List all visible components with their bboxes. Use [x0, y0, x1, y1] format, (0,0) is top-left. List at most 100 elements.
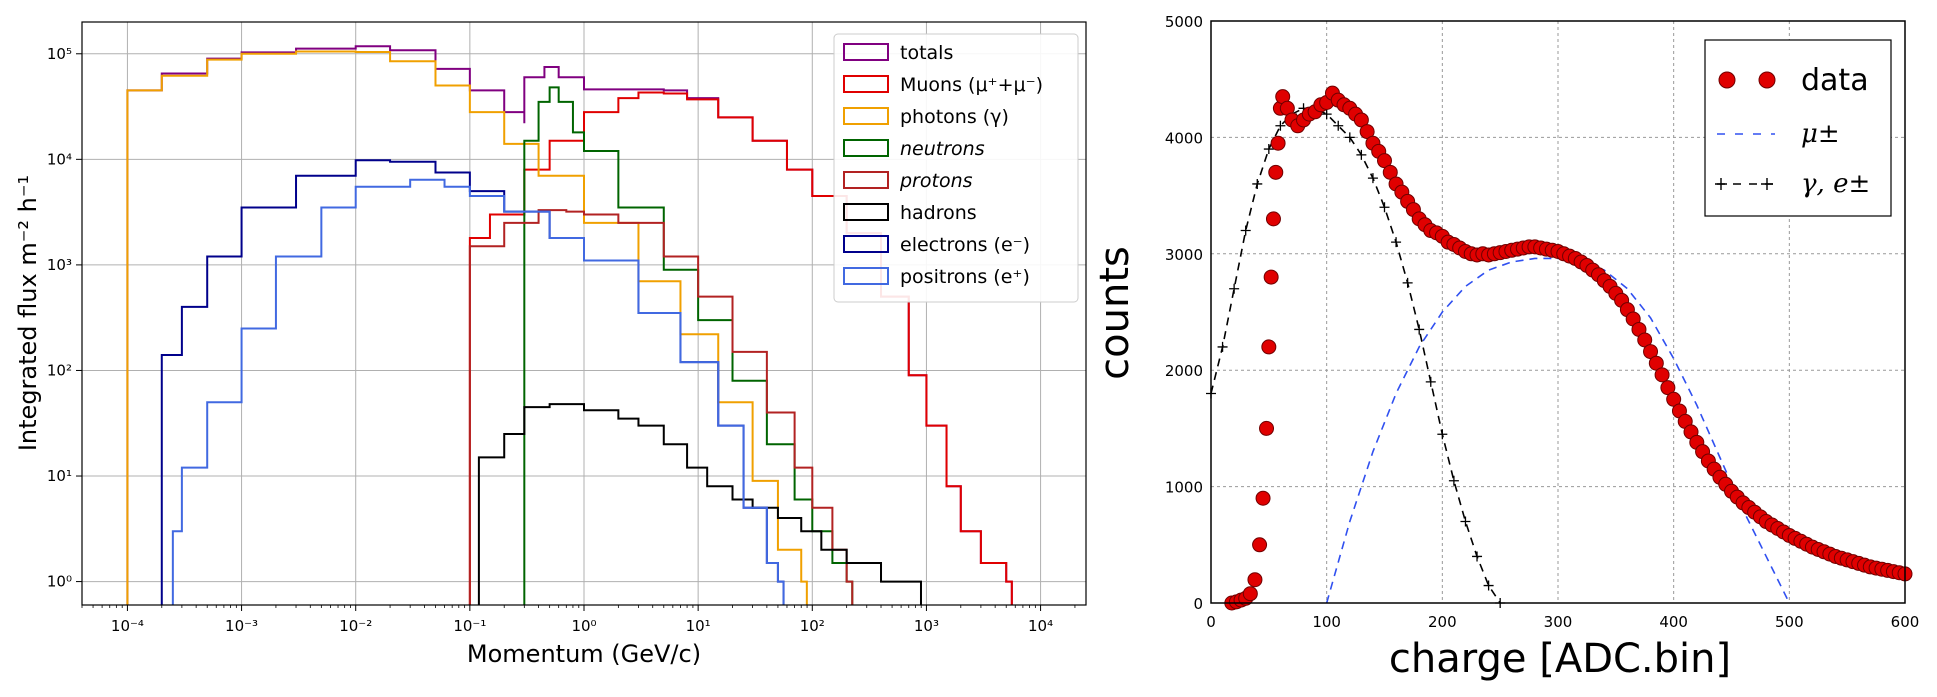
left-y-tick-label: 10¹ [47, 467, 72, 485]
right-legend-gamma-marker [1715, 178, 1727, 190]
right-gamma-marker [1252, 178, 1263, 189]
left-series-line-2 [126, 50, 808, 605]
right-data-point [1252, 537, 1268, 553]
right-legend-data-marker [1758, 71, 1776, 89]
left-x-tick-label: 10⁻¹ [453, 617, 486, 635]
left-x-axis-label: Momentum (GeV/c) [467, 640, 701, 668]
right-y-tick-label: 1000 [1165, 479, 1203, 497]
left-legend-label: electrons (e⁻) [900, 234, 1030, 256]
left-legend-label: protons [899, 170, 973, 192]
right-data-point [1255, 490, 1271, 506]
right-legend-label: μ± [1801, 119, 1840, 149]
right-gamma-fit-line [1210, 107, 1501, 604]
right-x-tick-label: 0 [1206, 613, 1216, 631]
right-x-tick-label: 500 [1775, 613, 1804, 631]
left-series-line-1 [468, 91, 1013, 605]
left-legend-label: totals [900, 42, 953, 64]
right-y-tick-label: 5000 [1165, 13, 1203, 31]
left-legend-swatch [843, 267, 889, 285]
left-legend-swatch [843, 107, 889, 125]
left-series-line-7 [171, 178, 785, 605]
right-data-point [1268, 164, 1284, 180]
right-x-tick-label: 600 [1891, 613, 1920, 631]
right-x-axis-label: charge [ADC.bin] [1389, 636, 1731, 682]
left-y-tick-label: 10⁴ [47, 150, 72, 168]
left-legend-swatch [843, 139, 889, 157]
left-legend: totals Muons (μ⁺+μ⁻) photons (γ) neutrons pr… [833, 33, 1079, 303]
right-x-tick-label: 100 [1312, 613, 1341, 631]
left-y-tick-label: 10⁵ [47, 45, 72, 63]
right-series-group [1206, 85, 1913, 611]
right-gamma-marker [1356, 149, 1367, 160]
right-data-point [1265, 211, 1281, 227]
right-data-point [1242, 586, 1258, 602]
right-data-point [1270, 135, 1286, 151]
right-y-tick-label: 4000 [1165, 129, 1203, 147]
right-gamma-marker [1275, 120, 1286, 131]
right-x-tick-label: 300 [1544, 613, 1573, 631]
left-series-line-5 [477, 403, 922, 605]
left-x-tick-label: 10³ [914, 617, 939, 635]
left-legend-label: Muons (μ⁺+μ⁻) [900, 74, 1043, 96]
right-gamma-marker [1344, 132, 1355, 143]
right-legend-label: data [1801, 63, 1869, 98]
right-data-point [1263, 269, 1279, 285]
right-legend-data-marker [1718, 71, 1736, 89]
left-y-axis-label: Integrated flux m⁻² h⁻¹ [14, 175, 42, 451]
left-legend-label: positrons (e⁺) [900, 266, 1030, 288]
right-gamma-marker [1321, 109, 1332, 120]
left-y-tick-label: 10⁰ [47, 573, 72, 591]
right-gamma-marker [1229, 283, 1240, 294]
left-y-tick-label: 10³ [47, 256, 72, 274]
right-gamma-marker [1425, 376, 1436, 387]
right-gamma-marker [1263, 144, 1274, 155]
left-legend-box [833, 33, 1079, 303]
right-gamma-marker [1240, 225, 1251, 236]
left-legend-swatch [843, 235, 889, 253]
right-gamma-marker [1414, 324, 1425, 335]
right-gamma-marker [1448, 475, 1459, 486]
right-gamma-marker [1217, 341, 1228, 352]
right-gamma-marker [1333, 120, 1344, 131]
right-y-tick-label: 0 [1193, 595, 1203, 613]
right-legend: data μ± γ, e± [1704, 39, 1892, 217]
right-ticks: 0 100 200 300 400 500 600 0 1000 2000 3000 4000 5000 [1165, 13, 1920, 631]
right-plot-frame [1210, 20, 1906, 604]
right-x-tick-label: 400 [1659, 613, 1688, 631]
right-legend-gamma-marker [1761, 178, 1773, 190]
left-y-tick-label: 10² [47, 361, 72, 379]
right-gamma-marker [1379, 202, 1390, 213]
left-ticks: 10⁻⁴ 10⁻³ 10⁻² 10⁻¹ 10⁰ 10¹ 10² 10³ 10⁴ 10⁰ 10¹ 10²… [47, 45, 1076, 635]
right-gamma-marker [1460, 516, 1471, 527]
left-x-tick-label: 10¹ [686, 617, 711, 635]
left-legend-swatch [843, 203, 889, 221]
right-data-point [1261, 339, 1277, 355]
right-gamma-marker [1483, 580, 1494, 591]
left-x-tick-label: 10⁰ [571, 617, 596, 635]
left-legend-swatch [843, 75, 889, 93]
left-legend-label: photons (γ) [900, 106, 1009, 128]
right-gamma-marker [1391, 237, 1402, 248]
left-x-tick-label: 10⁻³ [225, 617, 258, 635]
right-data-point [1654, 367, 1670, 383]
left-legend-label: neutrons [900, 138, 985, 160]
left-x-tick-label: 10⁴ [1028, 617, 1053, 635]
charge-chart: 0 100 200 300 400 500 600 0 1000 2000 3000 4000 5000… [1092, 13, 1919, 682]
right-data-point [1259, 420, 1275, 436]
left-series-group [126, 45, 1013, 605]
left-legend-label: hadrons [900, 202, 977, 224]
left-legend-swatch [843, 171, 889, 189]
right-legend-box [1704, 39, 1892, 217]
left-series-line-3 [523, 86, 854, 605]
left-x-tick-label: 10⁻⁴ [111, 617, 144, 635]
right-gamma-marker [1402, 277, 1413, 288]
right-x-tick-label: 200 [1428, 613, 1457, 631]
left-x-tick-label: 10⁻² [339, 617, 372, 635]
right-y-tick-label: 3000 [1165, 246, 1203, 264]
left-legend-swatch [843, 43, 889, 61]
left-x-tick-label: 10² [800, 617, 825, 635]
right-data-point [1247, 572, 1263, 588]
right-gamma-marker [1472, 551, 1483, 562]
